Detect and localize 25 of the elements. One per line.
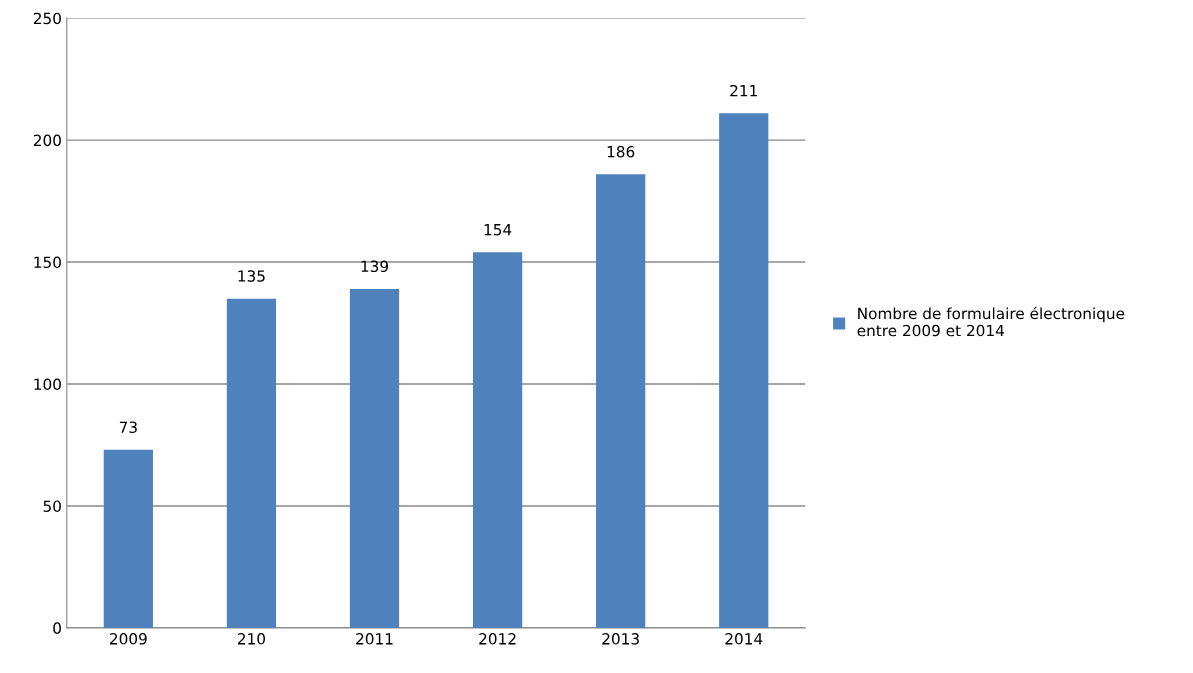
bar — [349, 288, 400, 628]
data-label: 135 — [238, 270, 265, 282]
bar — [103, 449, 153, 628]
y-tick-label: 250 — [33, 12, 61, 25]
x-tick-label: 210 — [237, 633, 265, 645]
x-tick-label: 2014 — [725, 633, 763, 645]
y-tick-label: 0 — [53, 622, 61, 634]
data-label: 139 — [361, 260, 389, 273]
x-tick-label: 2013 — [602, 633, 639, 645]
bar — [226, 298, 277, 628]
data-label: 211 — [730, 84, 757, 97]
x-tick-label: 2011 — [356, 633, 393, 645]
x-tick-label: 2009 — [110, 633, 147, 645]
bar — [719, 113, 769, 628]
bar — [472, 252, 523, 628]
data-label: 154 — [484, 224, 512, 236]
y-tick-label: 150 — [34, 256, 61, 269]
data-label: 73 — [119, 421, 137, 434]
y-tick-label: 50 — [43, 500, 61, 512]
bar — [596, 174, 646, 628]
y-tick-label: 200 — [33, 134, 61, 147]
legend-label: Nombre de formulaire électronique entre 2009 et 2014 — [857, 306, 1125, 337]
data-label: 186 — [607, 145, 635, 158]
x-tick-label: 2012 — [479, 633, 516, 645]
y-tick-label: 100 — [34, 378, 61, 391]
